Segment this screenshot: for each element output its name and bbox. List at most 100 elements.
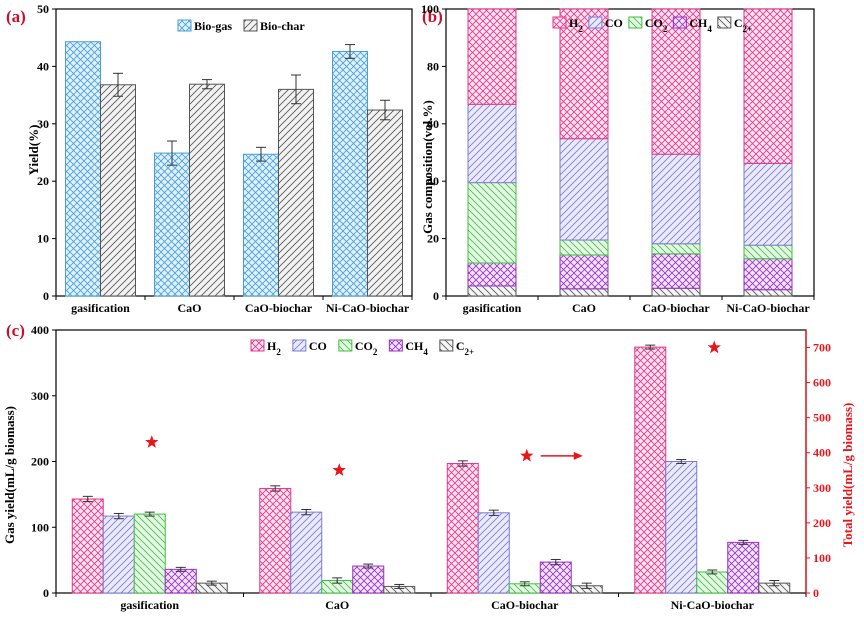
panel-c-legend: H2 CO CO2 CH4 C2+ (250, 339, 474, 357)
panel-c-right-tick-label: 300 (813, 481, 831, 495)
panel-b-bar-c2 (467, 285, 517, 297)
panel-c-y-tick-label: 200 (31, 455, 49, 469)
panel-c-legend-swatch-c2 (439, 339, 454, 352)
panel-c-x-tick-label: CaO (325, 598, 349, 612)
panel-a-label: (a) (6, 7, 26, 26)
panel-a-x-tick-label: gasification (71, 301, 130, 315)
panel-b-legend-label-co2: CO2 (645, 16, 668, 34)
panel-a-legend-swatch-bio-char (243, 19, 258, 32)
panel-b-y-tick-label: 0 (433, 289, 439, 303)
panel-c-right-tick-label: 200 (813, 516, 831, 530)
panel-c-y-axis-title: Gas yield(mL/g biomass) (2, 406, 17, 544)
panel-c-bar-co (102, 515, 135, 594)
panel-c-total-yield-star (145, 435, 159, 448)
panel-b-y-axis-title: Gas composition(vol.%) (420, 100, 435, 234)
panel-b-bar-co2 (559, 239, 609, 256)
panel-a-x-tick-label: CaO (178, 301, 202, 315)
panel-c-x-tick-label: CaO-biochar (491, 598, 559, 612)
panel-c-bar-co (290, 511, 323, 594)
panel-b-x-tick-label: CaO-biochar (642, 301, 710, 315)
panel-b-bar-c2 (743, 289, 793, 297)
panel-b-bar-ch4 (743, 258, 793, 291)
panel-a-x-tick-label: Ni-CaO-biochar (326, 301, 410, 315)
panel-c-legend-label-c2: C2+ (456, 339, 474, 357)
panel-c-legend-label-co2: CO2 (355, 339, 378, 357)
panel-b-legend: H2 CO CO2 CH4 C2+ (552, 16, 752, 34)
panel-b-x-tick-label: Ni-CaO-biochar (726, 301, 810, 315)
panel-b-legend-swatch-ch4 (672, 16, 687, 29)
panel-c-bar-ch4 (164, 568, 197, 594)
panel-a-bar-bio-char (278, 88, 314, 297)
panel-c-legend-label-ch4: CH4 (405, 339, 428, 357)
panel-a-bar-bio-gas (65, 41, 101, 297)
panel-a-y-tick-label: 10 (37, 232, 49, 246)
panel-b-bar-ch4 (559, 254, 609, 290)
panel-c-arrow-icon (573, 451, 583, 460)
panel-a-legend-label-bio-gas: Bio-gas (194, 19, 232, 33)
panel-c-legend-label-h2: H2 (267, 339, 281, 357)
panel-c-label: (c) (6, 321, 25, 340)
panel-c-right-tick-label: 700 (813, 341, 831, 355)
panel-b-legend-label-co: CO (605, 16, 623, 30)
panel-b-bar-ch4 (651, 253, 701, 289)
panel-b-bar-h2 (743, 8, 793, 164)
panel-a-x-tick-label: CaO-biochar (245, 301, 313, 315)
panel-b-bar-co2 (743, 244, 793, 260)
panel-a-bar-bio-char (100, 84, 136, 297)
panel-a-legend-swatch-bio-gas (177, 19, 192, 32)
panel-c-bar-co2 (133, 513, 166, 594)
panel-a-y-tick-label: 20 (37, 174, 49, 188)
panel-c-total-yield-star (332, 463, 346, 476)
panel-b-legend-swatch-co2 (628, 16, 643, 29)
panel-c-y-tick-label: 300 (31, 389, 49, 403)
panel-c-right-tick-label: 600 (813, 376, 831, 390)
panel-c-bar-co (477, 512, 510, 594)
panel-c-legend-swatch-co2 (338, 339, 353, 352)
panel-c-right-tick-label: 500 (813, 411, 831, 425)
panel-b: (b) Gas composition(vol.%) 0 20 40 60 80 100 g… (420, 2, 815, 315)
panel-c-bar-h2 (71, 498, 104, 594)
panel-a: (a) Yield(%) 0 10 20 30 40 50 gasification CaO C… (6, 2, 413, 315)
panel-b-x-tick-label: CaO (572, 301, 596, 315)
panel-c-y-tick-label: 100 (31, 520, 49, 534)
panel-c-legend-swatch-ch4 (388, 339, 403, 352)
panel-c-bar-co (665, 461, 698, 594)
panel-b-bar-co (559, 138, 609, 241)
panel-b-bar-h2 (651, 8, 701, 155)
panel-c-bar-h2 (259, 487, 292, 594)
panel-a-y-tick-label: 40 (37, 59, 49, 73)
panel-b-bar-h2 (559, 8, 609, 140)
panel-b-y-tick-label: 20 (427, 232, 439, 246)
panel-b-bar-co (743, 162, 793, 246)
panel-a-bar-bio-char (189, 83, 225, 297)
panel-b-x-tick-label: gasification (463, 301, 522, 315)
panel-c-legend-swatch-co (292, 339, 307, 352)
panel-b-legend-label-h2: H2 (569, 16, 583, 34)
panel-c-right-axis-title: Total yield(mL/g biomass) (840, 403, 855, 548)
panel-c-bar-ch4 (727, 541, 760, 594)
panel-b-legend-swatch-co (588, 16, 603, 29)
panel-c-right-tick-label: 0 (813, 586, 819, 600)
panel-a-marks: 0 10 20 30 40 50 gasification CaO CaO-biochar Ni-… (37, 2, 413, 315)
panel-c-bar-co2 (696, 571, 729, 594)
panel-b-bar-co2 (651, 243, 701, 255)
panel-c-legend-label-co: CO (309, 339, 327, 353)
panel-b-y-tick-label: 40 (427, 174, 439, 188)
panel-c-right-tick-label: 400 (813, 446, 831, 460)
panel-c-legend-swatch-h2 (250, 339, 265, 352)
panel-b-marks: 0 20 40 60 80 100 gasification CaO CaO-biochar Ni… (421, 2, 815, 315)
panel-b-bar-co (651, 153, 701, 245)
panel-c-bar-ch4 (539, 561, 572, 594)
panel-a-bar-bio-gas (332, 50, 368, 297)
panel-c-bar-h2 (446, 462, 479, 594)
panel-c-bar-h2 (634, 346, 667, 594)
panel-b-bar-co (467, 103, 517, 184)
panel-b-label: (b) (422, 7, 443, 26)
panel-b-y-tick-label: 100 (421, 2, 439, 16)
panel-c: (c) Gas yield(mL/g biomass) Total yield(… (2, 321, 855, 612)
panel-c-x-tick-label: gasification (120, 598, 179, 612)
panel-c-total-yield-star (707, 340, 721, 354)
panel-a-y-tick-label: 0 (43, 289, 49, 303)
panel-c-y-tick-label: 0 (43, 586, 49, 600)
